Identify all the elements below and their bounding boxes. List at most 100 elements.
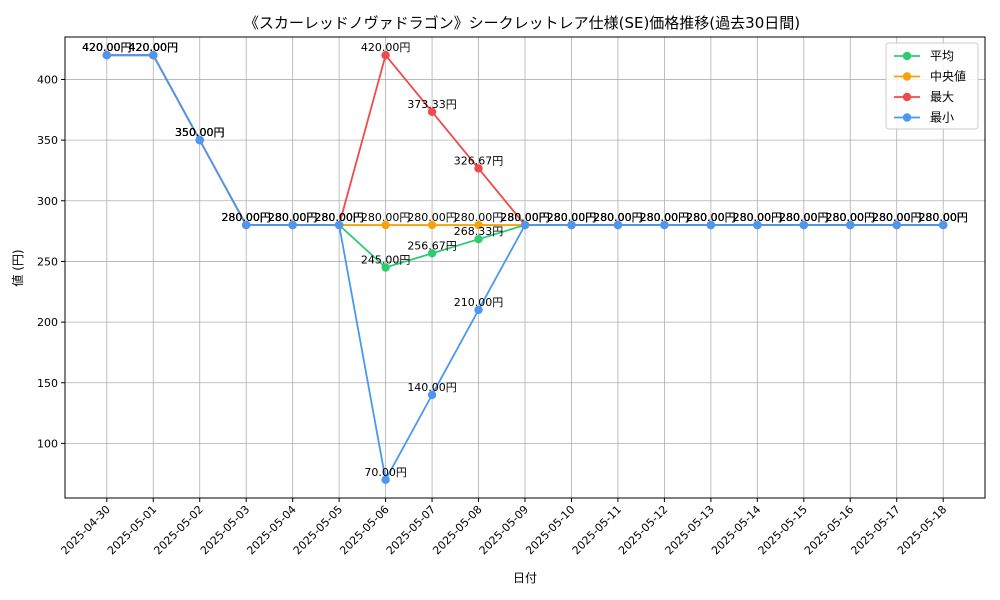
data-point: [939, 220, 948, 230]
data-label: 280.00円: [221, 211, 271, 224]
y-tick-label: 300: [37, 195, 58, 208]
data-label: 280.00円: [547, 211, 597, 224]
data-label: 280.00円: [547, 211, 597, 224]
data-label: 280.00円: [872, 211, 922, 224]
data-label: 420.00円: [129, 41, 179, 54]
data-label: 280.00円: [826, 211, 876, 224]
data-point: [381, 220, 390, 230]
legend-label: 平均: [930, 49, 954, 63]
data-label: 245.00円: [361, 254, 411, 267]
data-label: 280.00円: [361, 211, 411, 224]
data-label: 210.00円: [454, 296, 504, 309]
data-label: 256.67円: [407, 239, 457, 252]
data-point: [474, 164, 483, 173]
data-label: 280.00円: [733, 211, 783, 224]
data-label: 280.00円: [268, 211, 318, 224]
legend-label: 中央値: [930, 69, 966, 84]
data-label: 280.00円: [686, 211, 736, 224]
data-label: 280.00円: [314, 211, 364, 224]
x-axis-label: 日付: [513, 571, 537, 585]
legend-marker: [902, 113, 912, 122]
data-point: [753, 220, 762, 230]
data-label: 280.00円: [500, 211, 550, 224]
data-label: 280.00円: [826, 211, 876, 224]
data-label: 420.00円: [82, 41, 132, 54]
data-label: 280.00円: [918, 211, 968, 224]
data-point: [799, 220, 808, 230]
data-label: 280.00円: [268, 211, 318, 224]
data-label: 280.00円: [918, 211, 968, 224]
chart-title: 《スカーレッドノヴァドラゴン》シークレットレア仕様(SE)価格推移(過去30日間…: [244, 14, 800, 32]
data-label: 280.00円: [872, 211, 922, 224]
data-label: 280.00円: [314, 211, 364, 224]
data-label: 420.00円: [129, 41, 179, 54]
y-tick-label: 100: [37, 437, 58, 450]
data-label: 280.00円: [593, 211, 643, 224]
data-point: [520, 220, 530, 230]
plot-frame: [64, 36, 986, 499]
legend-label: 最小: [930, 111, 954, 125]
data-label: 268.33円: [454, 225, 504, 238]
data-point: [846, 220, 855, 230]
data-label: 280.00円: [733, 211, 783, 224]
series-group: [102, 50, 948, 485]
data-label: 280.00円: [268, 211, 318, 224]
data-label: 280.00円: [547, 211, 597, 224]
data-label: 373.33円: [407, 98, 457, 111]
data-label: 280.00円: [593, 211, 643, 224]
data-label: 280.00円: [640, 211, 690, 224]
data-point: [427, 249, 437, 258]
data-point: [149, 50, 158, 60]
data-point: [195, 135, 204, 145]
data-point: [381, 475, 390, 485]
legend-marker: [902, 51, 912, 61]
data-point: [474, 305, 483, 315]
data-point: [474, 234, 483, 244]
data-label: 280.00円: [686, 211, 736, 224]
data-point: [613, 220, 623, 230]
data-label: 140.00円: [407, 381, 457, 394]
data-label: 420.00円: [361, 41, 411, 54]
data-label: 280.00円: [500, 211, 550, 224]
data-point: [427, 107, 437, 117]
data-label: 420.00円: [82, 41, 132, 54]
data-label: 280.00円: [872, 211, 922, 224]
data-label: 280.00円: [733, 211, 783, 224]
data-label: 280.00円: [779, 211, 829, 224]
x-tick-label: 2025-05-18: [895, 503, 949, 557]
data-label: 350.00円: [175, 126, 225, 139]
grid: [65, 37, 985, 498]
data-label: 280.00円: [314, 211, 364, 224]
data-label: 280.00円: [640, 211, 690, 224]
data-label: 280.00円: [733, 211, 783, 224]
data-label: 420.00円: [82, 41, 132, 54]
data-label: 280.00円: [918, 211, 968, 224]
y-tick-label: 250: [37, 255, 58, 268]
data-point: [892, 220, 901, 230]
data-label: 280.00円: [686, 211, 736, 224]
legend-label: 最大: [930, 90, 954, 104]
data-label: 280.00円: [221, 211, 271, 224]
data-point: [334, 220, 344, 230]
x-axis-ticks: 2025-04-302025-05-012025-05-022025-05-03…: [59, 498, 949, 557]
data-point: [381, 263, 390, 272]
legend-marker: [902, 92, 912, 102]
data-label: 280.00円: [500, 211, 550, 224]
data-labels: 420.00円420.00円350.00円280.00円280.00円280.0…: [82, 41, 968, 479]
data-label: 420.00円: [129, 41, 179, 54]
data-label: 280.00円: [640, 211, 690, 224]
y-tick-label: 150: [37, 377, 58, 390]
legend-marker: [902, 72, 912, 81]
data-label: 70.00円: [364, 466, 407, 479]
data-label: 280.00円: [454, 211, 504, 224]
data-label: 420.00円: [129, 41, 179, 54]
data-label: 280.00円: [268, 211, 318, 224]
data-label: 280.00円: [640, 211, 690, 224]
data-label: 350.00円: [175, 126, 225, 139]
data-label: 280.00円: [826, 211, 876, 224]
y-tick-label: 200: [37, 316, 58, 329]
data-point: [474, 220, 483, 230]
data-label: 350.00円: [175, 126, 225, 139]
